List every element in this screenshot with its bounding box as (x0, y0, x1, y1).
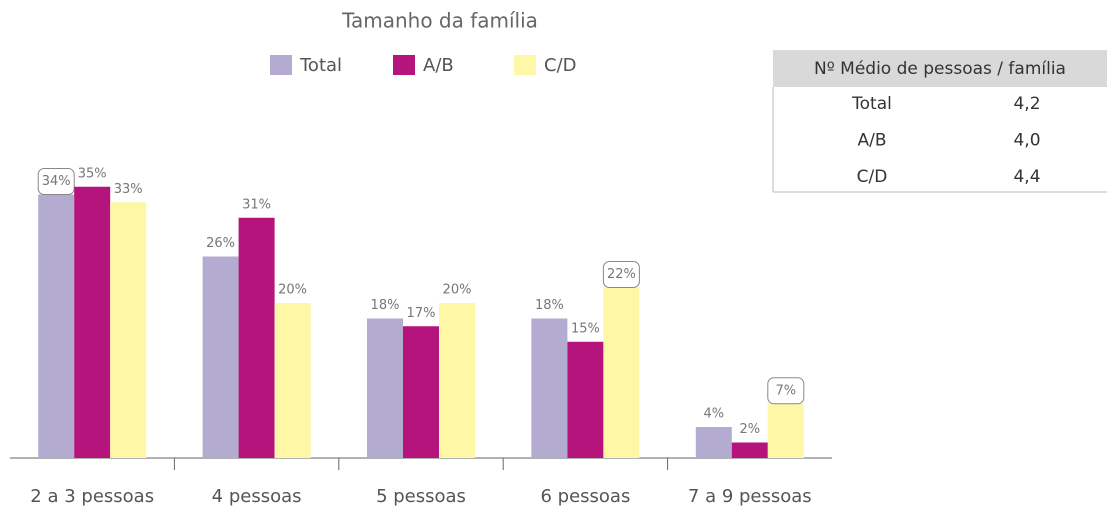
data-label: 15% (571, 321, 600, 336)
data-label: 34% (42, 174, 71, 189)
x-tick-label: 5 pessoas (376, 486, 466, 507)
data-label: 26% (206, 236, 235, 251)
data-label: 35% (78, 166, 107, 181)
legend-swatch (270, 55, 292, 75)
data-label: 2% (739, 422, 760, 437)
x-tick-label: 7 a 9 pessoas (688, 486, 812, 507)
legend-label: Total (299, 55, 342, 76)
table-cell: Total (851, 94, 892, 114)
data-label: 17% (407, 306, 436, 321)
bar (567, 341, 604, 458)
data-label: 18% (371, 298, 400, 313)
bar (767, 403, 804, 458)
table-cell: 4,4 (1013, 167, 1040, 187)
x-tick-label: 2 a 3 pessoas (30, 486, 154, 507)
chart-title: Tamanho da família (341, 9, 538, 33)
bar (238, 217, 275, 458)
bar (202, 256, 239, 458)
table-cell: 4,0 (1013, 131, 1040, 151)
legend-swatch (393, 55, 415, 75)
x-tick-label: 6 pessoas (540, 486, 630, 507)
x-tick-label: 4 pessoas (212, 486, 302, 507)
data-label: 18% (535, 298, 564, 313)
bar (110, 202, 147, 458)
bar (695, 427, 732, 458)
bar (38, 194, 75, 458)
table-header-bg (773, 50, 1107, 87)
bar (274, 303, 311, 458)
legend-label: C/D (544, 55, 577, 76)
data-label: 33% (114, 182, 143, 197)
bar (403, 326, 439, 458)
bar (367, 318, 403, 458)
table-cell: A/B (857, 131, 886, 151)
bar (439, 303, 475, 458)
data-label: 4% (703, 407, 724, 422)
table-cell: C/D (857, 167, 888, 187)
data-label: 20% (443, 283, 472, 298)
bar (603, 287, 640, 458)
table-cell: 4,2 (1013, 94, 1040, 114)
table-header: Nº Médio de pessoas / família (814, 59, 1066, 79)
label-box (602, 261, 640, 288)
bar (74, 186, 111, 458)
legend-swatch (514, 55, 536, 75)
label-box (37, 168, 75, 195)
label-box (767, 377, 805, 405)
legend-label: A/B (423, 55, 454, 76)
data-label: 22% (607, 267, 636, 282)
data-label: 7% (775, 383, 796, 398)
data-label: 20% (278, 283, 307, 298)
bar (531, 318, 568, 458)
bar (731, 442, 768, 458)
data-label: 31% (242, 197, 271, 212)
